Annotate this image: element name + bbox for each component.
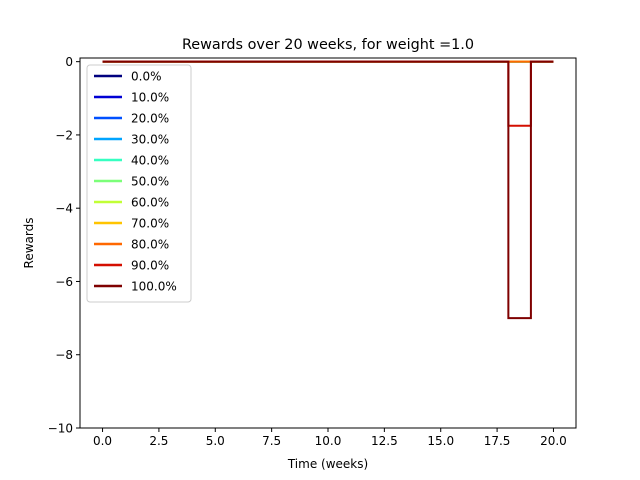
x-tick-label: 17.5 — [484, 434, 511, 448]
legend-label-8: 80.0% — [131, 238, 169, 252]
x-tick-label: 15.0 — [427, 434, 454, 448]
legend-label-6: 60.0% — [131, 196, 169, 210]
y-tick-label: 0 — [65, 55, 73, 69]
legend-label-5: 50.0% — [131, 175, 169, 189]
plot-lines — [102, 60, 554, 320]
x-tick-label: 7.5 — [262, 434, 281, 448]
x-tick-label: 12.5 — [371, 434, 398, 448]
chart-title: Rewards over 20 weeks, for weight =1.0 — [182, 37, 474, 53]
x-tick-label: 10.0 — [315, 434, 342, 448]
legend-label-1: 10.0% — [131, 91, 169, 105]
y-axis-label: Rewards — [22, 218, 36, 269]
legend-label-9: 90.0% — [131, 259, 169, 273]
legend-label-2: 20.0% — [131, 112, 169, 126]
legend-label-0: 0.0% — [131, 70, 162, 84]
legend: 0.0% 10.0% 20.0% 30.0% 40.0% 50.0% 60.0% 70.0% 8… — [86, 64, 192, 303]
x-tick-label: 5.0 — [206, 434, 225, 448]
x-tick-label: 20.0 — [540, 434, 567, 448]
legend-label-10: 100.0% — [131, 280, 177, 294]
legend-label-4: 40.0% — [131, 154, 169, 168]
x-tick-label: 0.0 — [93, 434, 112, 448]
y-tick-label: −6 — [55, 275, 73, 289]
y-tick-label: −8 — [55, 348, 73, 362]
y-tick-label: −10 — [48, 422, 73, 436]
y-tick-label: −4 — [55, 202, 73, 216]
legend-label-7: 70.0% — [131, 217, 169, 231]
x-axis-ticks: 0.0 2.5 5.0 7.5 10.0 12.5 15.0 17.5 20.0 — [93, 428, 567, 448]
y-tick-label: −2 — [55, 128, 73, 142]
x-tick-label: 2.5 — [149, 434, 168, 448]
y-axis-ticks: 0 −2 −4 −6 −8 −10 — [48, 55, 80, 436]
legend-label-3: 30.0% — [131, 133, 169, 147]
series-line-10 — [102, 60, 554, 320]
x-axis-label: Time (weeks) — [287, 457, 368, 471]
